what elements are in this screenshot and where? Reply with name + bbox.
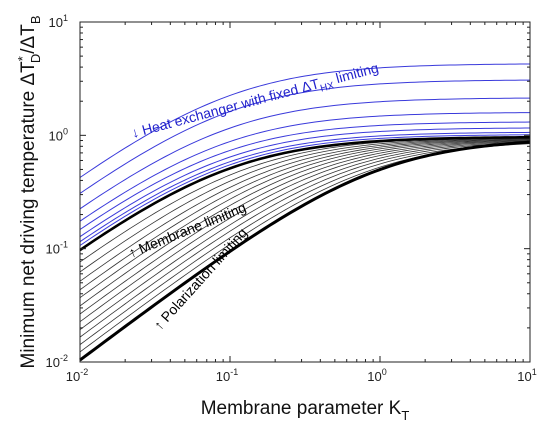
y-axis-label-prefix: Minimum net driving temperature ΔT — [18, 61, 39, 369]
y-axis-label-sub2: B — [28, 16, 43, 25]
x-tick-label: 10-2 — [66, 367, 88, 384]
heat-exchanger-line-4 — [79, 112, 531, 222]
membrane-limiting-line-8 — [79, 140, 531, 323]
membrane-limiting-line-4 — [79, 138, 531, 291]
heat-exchanger-line-1 — [79, 63, 531, 178]
plot-frame — [79, 21, 531, 363]
heat-exchanger-line-5 — [79, 121, 531, 230]
heat-exchanger-line-6 — [79, 127, 531, 238]
y-axis-label-sup: * — [15, 56, 30, 61]
x-axis-label-sub: T — [401, 408, 409, 423]
y-axis-label-mid: /ΔT — [18, 24, 39, 54]
y-tick-label: 101 — [49, 13, 68, 30]
membrane-limiting-line-7 — [79, 139, 531, 315]
x-axis-label-main: Membrane parameter K — [201, 398, 402, 419]
membrane-limiting-line-9 — [79, 141, 531, 330]
heat-exchanger-line-3 — [79, 97, 531, 210]
membrane-limiting-line-3 — [79, 137, 531, 282]
annotation-heat-exchanger-sub: HX — [319, 80, 336, 94]
x-axis-label: Membrane parameter KT — [201, 398, 410, 423]
heat-exchanger-line-8 — [79, 134, 531, 246]
polarization-boundary-line — [79, 140, 531, 362]
x-tick-label: 101 — [517, 367, 536, 384]
y-tick-label: 100 — [49, 126, 68, 143]
x-tick-label: 10-1 — [216, 367, 238, 384]
membrane-limiting-line-5 — [79, 138, 531, 299]
membrane-limiting-line-6 — [79, 139, 531, 307]
heat-exchanger-line-2 — [79, 79, 531, 194]
y-tick-label: 10-2 — [46, 353, 68, 370]
y-axis-label-sub1: D — [28, 54, 43, 63]
heat-exchanger-line-7 — [79, 131, 531, 243]
ticks-layer: 10-2 10-1 100 101 10-2 10-1 100 101 — [46, 13, 537, 384]
membrane-boundary-line — [79, 135, 531, 252]
series-layer — [79, 63, 531, 362]
y-tick-label: 10-1 — [46, 240, 68, 257]
y-axis-label: Minimum net driving temperature ΔT*D/ΔTB — [15, 16, 43, 369]
membrane-limiting-line-10 — [79, 141, 531, 338]
x-tick-label: 100 — [367, 367, 386, 384]
